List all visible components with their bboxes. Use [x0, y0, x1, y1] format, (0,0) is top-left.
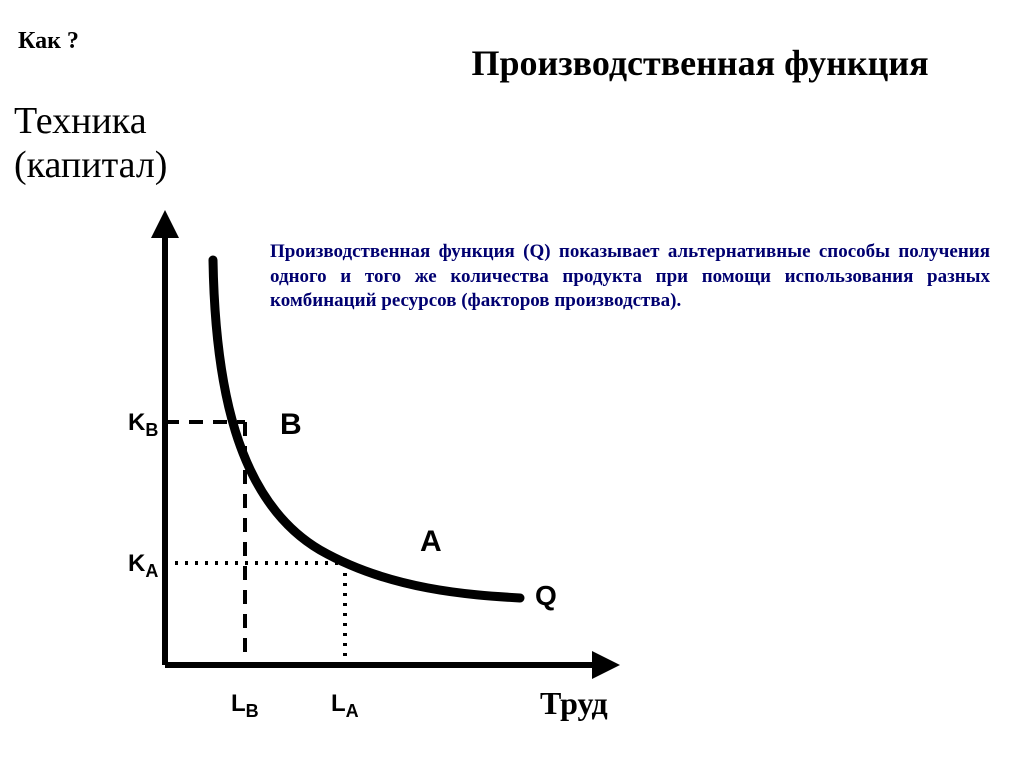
y-tick-kb: KB: [128, 409, 158, 441]
production-function-chart: [90, 200, 650, 700]
x-tick-lb: LB: [231, 690, 259, 722]
page-title: Производственная функция: [430, 42, 970, 85]
x-axis-label: Труд: [540, 685, 608, 722]
y-axis-label: Техника(капитал): [14, 100, 167, 187]
y-tick-ka: KA: [128, 550, 158, 582]
question-label: Как ?: [18, 28, 79, 55]
curve-label-q: Q: [535, 580, 557, 612]
x-tick-la: LA: [331, 690, 359, 722]
point-label-a: A: [420, 525, 442, 559]
point-label-b: B: [280, 408, 302, 442]
